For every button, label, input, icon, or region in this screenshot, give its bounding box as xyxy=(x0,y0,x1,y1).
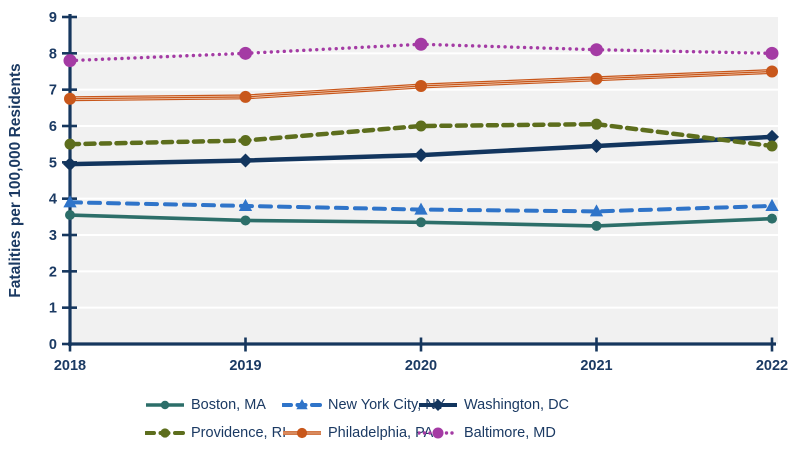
legend-marker-new-york-city-ny xyxy=(282,399,322,410)
chart-plot-area: 0 1 2 3 4 5 6 7 8 9 2018 2019 2020 2021 2022 Fatalities… xyxy=(7,10,788,374)
svg-text:2019: 2019 xyxy=(229,358,261,374)
svg-text:2021: 2021 xyxy=(580,358,612,374)
legend-label: Boston, MA xyxy=(191,397,266,413)
legend-marker-baltimore-md xyxy=(418,427,458,439)
legend-label: New York City, NY xyxy=(328,397,446,413)
svg-text:2: 2 xyxy=(49,264,57,280)
svg-text:4: 4 xyxy=(49,192,57,208)
legend-item-washington-dc: Washington, DC xyxy=(418,397,569,413)
svg-text:8: 8 xyxy=(49,46,57,62)
legend-item-philadelphia-pa: Philadelphia, PA xyxy=(282,425,433,441)
legend-marker-providence-ri xyxy=(145,428,185,438)
legend-label: Philadelphia, PA xyxy=(328,425,434,441)
svg-text:2022: 2022 xyxy=(756,358,788,374)
legend-label: Providence, RI xyxy=(191,425,287,441)
svg-text:2018: 2018 xyxy=(54,358,86,374)
svg-text:Fatalities per 100,000 Residen: Fatalities per 100,000 Residents xyxy=(7,63,24,297)
svg-text:3: 3 xyxy=(49,228,57,244)
legend-label: Baltimore, MD xyxy=(464,425,556,441)
legend-marker-washington-dc xyxy=(419,399,457,411)
legend-item-providence-ri: Providence, RI xyxy=(145,425,286,441)
svg-text:5: 5 xyxy=(49,155,57,171)
legend-item-new-york-city-ny: New York City, NY xyxy=(282,397,445,413)
svg-text:0: 0 xyxy=(49,337,57,353)
legend-label: Washington, DC xyxy=(464,397,570,413)
svg-text:2020: 2020 xyxy=(405,358,437,374)
svg-text:1: 1 xyxy=(49,301,57,317)
svg-text:9: 9 xyxy=(49,10,57,26)
svg-text:7: 7 xyxy=(49,83,57,99)
legend-marker-philadelphia-pa xyxy=(283,427,321,439)
legend-item-baltimore-md: Baltimore, MD xyxy=(418,425,556,441)
legend-item-boston-ma: Boston, MA xyxy=(145,397,266,413)
svg-text:6: 6 xyxy=(49,119,57,135)
legend-marker-boston-ma xyxy=(146,400,184,410)
